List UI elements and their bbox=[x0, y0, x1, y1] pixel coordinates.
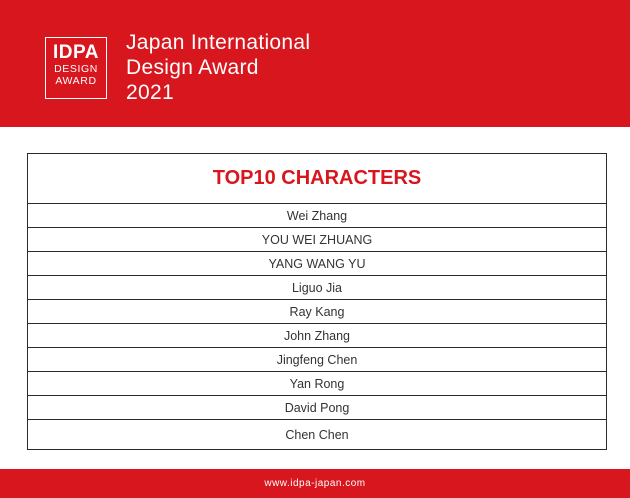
table-title: TOP10 CHARACTERS bbox=[28, 154, 606, 204]
table-row: YANG WANG YU bbox=[28, 252, 606, 276]
footer-banner: www.idpa-japan.com bbox=[0, 469, 630, 498]
idpa-logo: IDPA DESIGN AWARD bbox=[45, 37, 107, 99]
table-row: David Pong bbox=[28, 396, 606, 420]
table-row: YOU WEI ZHUANG bbox=[28, 228, 606, 252]
table-row: Wei Zhang bbox=[28, 204, 606, 228]
table-row: Chen Chen bbox=[285, 427, 349, 442]
footer-url[interactable]: www.idpa-japan.com bbox=[264, 478, 366, 489]
award-title: Japan International Design Award 2021 bbox=[126, 30, 310, 105]
table-row: Jingfeng Chen bbox=[28, 348, 606, 372]
table-row: Liguo Jia bbox=[28, 276, 606, 300]
logo-main-text: IDPA bbox=[53, 42, 99, 63]
award-title-line-1: Japan International bbox=[126, 31, 311, 54]
header-banner: IDPA DESIGN AWARD Japan International De… bbox=[0, 0, 630, 127]
award-title-line-2: Design Award bbox=[126, 56, 259, 79]
table-row: Ray Kang bbox=[28, 300, 606, 324]
logo-line-2: AWARD bbox=[55, 75, 97, 87]
award-title-line-3: 2021 bbox=[126, 81, 174, 104]
table-row: John Zhang bbox=[28, 324, 606, 348]
logo-line-1: DESIGN bbox=[54, 63, 98, 75]
winners-table: TOP10 CHARACTERS Wei Zhang YOU WEI ZHUAN… bbox=[27, 153, 607, 450]
table-row: Yan Rong bbox=[28, 372, 606, 396]
